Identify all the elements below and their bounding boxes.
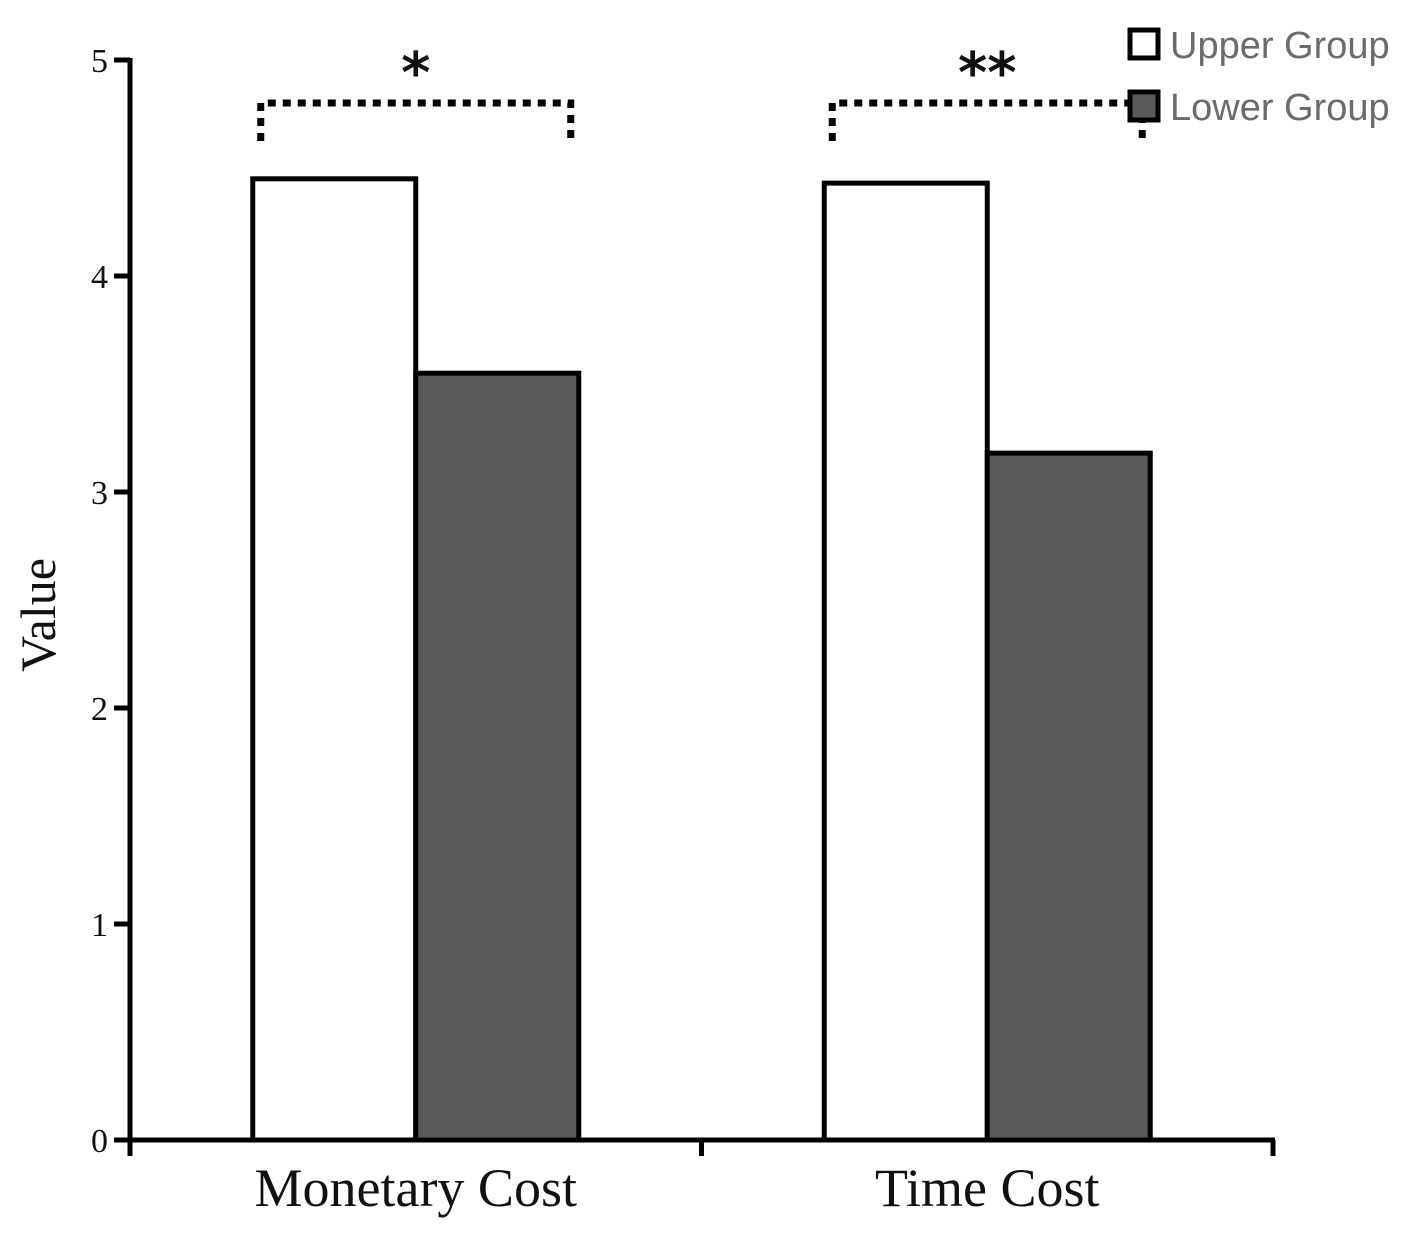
- legend-swatch: [1127, 89, 1161, 123]
- y-tick-label: 4: [91, 259, 108, 296]
- x-tick-label: Monetary Cost: [255, 1158, 577, 1218]
- legend-label: Lower Group: [1170, 87, 1390, 129]
- legend-swatch: [1127, 27, 1161, 61]
- y-tick-label: 1: [91, 907, 108, 944]
- bar-lower-group-2: [984, 450, 1153, 1143]
- bar-lower-group-1: [413, 370, 582, 1143]
- x-tick-label: Time Cost: [875, 1158, 1100, 1218]
- bar-upper-group-1: [250, 176, 419, 1143]
- significance-bracket: [257, 99, 575, 141]
- significance-bracket: [828, 99, 1146, 141]
- significance-marker: *: [401, 41, 430, 106]
- y-axis-label: Value: [10, 558, 66, 672]
- significance-marker: **: [958, 41, 1017, 106]
- y-tick-label: 3: [91, 475, 108, 512]
- y-tick-label: 5: [91, 43, 108, 80]
- bar-upper-group-2: [821, 180, 990, 1143]
- y-tick-label: 2: [91, 691, 108, 728]
- y-tick-label: 0: [91, 1123, 108, 1160]
- legend-label: Upper Group: [1170, 25, 1390, 67]
